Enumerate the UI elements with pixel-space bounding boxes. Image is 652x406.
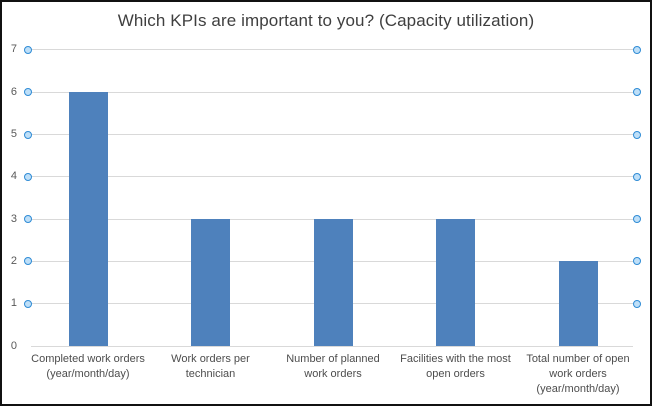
circle-marker-icon-right-y5 — [632, 130, 641, 139]
category-label-3-line-2: work orders — [304, 368, 362, 380]
circle-marker-icon-left-y2 — [23, 257, 32, 266]
gridline-y7 — [31, 49, 633, 51]
circle-marker-icon-right-y3 — [632, 215, 641, 224]
circle-marker-icon-right-y2 — [632, 257, 641, 266]
y-tick-label-3: 3 — [10, 212, 17, 225]
bar-category-2 — [191, 219, 230, 346]
circle-marker-icon-left-y5 — [23, 130, 32, 139]
category-label-2-line-1: Work orders per — [171, 353, 250, 365]
chart-title: Which KPIs are important to you? (Capaci… — [117, 11, 535, 30]
category-label-4-line-1: Facilities with the most — [400, 353, 511, 365]
bar-category-4 — [436, 219, 475, 346]
category-label-5-line-2: work orders — [549, 368, 607, 380]
category-label-1-line-2: (year/month/day) — [46, 368, 130, 380]
bar-category-5 — [558, 261, 598, 346]
circle-marker-icon-right-y1 — [632, 299, 641, 308]
circle-marker-icon-right-y6 — [632, 88, 641, 97]
category-label-3: Number of planned work orders — [265, 352, 401, 382]
category-label-2: Work orders per technician — [143, 352, 279, 382]
category-label-4: Facilities with the most open orders — [388, 352, 524, 382]
y-tick-label-7: 7 — [10, 43, 17, 56]
circle-marker-icon-left-y4 — [23, 172, 32, 181]
circle-marker-icon-left-y1 — [23, 299, 32, 308]
circle-marker-icon-right-y4 — [632, 172, 641, 181]
y-tick-label-6: 6 — [10, 85, 17, 98]
y-tick-label-0: 0 — [10, 339, 17, 352]
gridline-y5 — [31, 134, 633, 135]
bar-category-3 — [313, 219, 353, 346]
bar-category-1 — [68, 92, 108, 346]
category-label-3-line-1: Number of planned — [286, 353, 380, 365]
category-label-5: Total number of open work orders (year/mon… — [510, 352, 646, 397]
gridline-y4 — [31, 176, 633, 178]
gridline-y6 — [31, 91, 633, 93]
circle-marker-icon-left-y6 — [23, 88, 32, 97]
y-tick-label-5: 5 — [10, 128, 17, 140]
y-tick-label-4: 4 — [10, 170, 17, 183]
gridline-y0 — [31, 345, 633, 347]
y-tick-label-1: 1 — [10, 297, 17, 310]
category-label-5-line-1: Total number of open — [526, 353, 630, 365]
category-label-1: Completed work orders (year/month/day) — [20, 352, 156, 382]
category-label-2-line-2: technician — [185, 368, 236, 380]
y-tick-label-2: 2 — [10, 254, 17, 267]
circle-marker-icon-left-y3 — [23, 215, 32, 224]
category-label-4-line-2: open orders — [426, 368, 485, 380]
circle-marker-icon-right-y7 — [632, 45, 641, 54]
category-label-5-line-3: (year/month/day) — [536, 383, 620, 395]
category-label-1-line-1: Completed work orders — [31, 353, 145, 365]
circle-marker-icon-left-y7 — [23, 45, 32, 54]
